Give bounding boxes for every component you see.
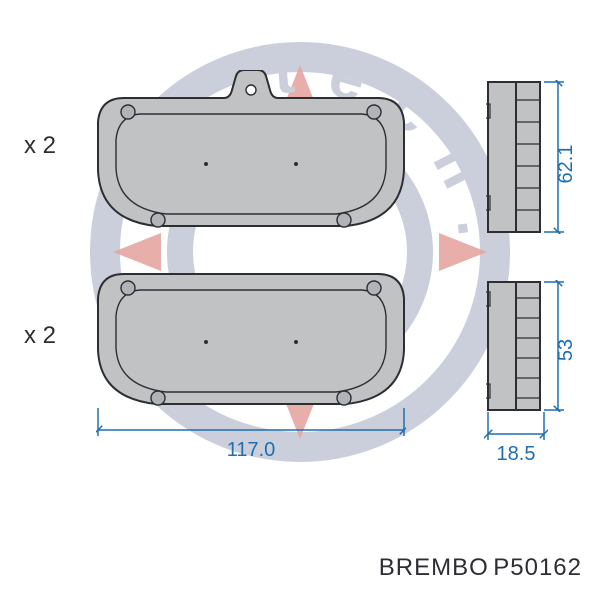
diagram-canvas: f r i . t e c h . x 2 x 2 bbox=[0, 0, 600, 600]
dimension-pad2-height-label: 53 bbox=[555, 339, 577, 361]
side-view-2 bbox=[486, 280, 544, 412]
dimension-pad1-height: 62.1 bbox=[544, 80, 588, 234]
brake-pad-2 bbox=[96, 268, 406, 408]
quantity-pad2: x 2 bbox=[24, 322, 56, 350]
dimension-pad2-height: 53 bbox=[544, 280, 588, 412]
dimension-thickness: 18.5 bbox=[484, 412, 548, 472]
dimension-pad-width-label: 117.0 bbox=[227, 439, 276, 461]
brake-pad-1 bbox=[96, 70, 406, 230]
brand-label: BREMBO bbox=[379, 554, 489, 581]
part-number-label: P50162 bbox=[493, 554, 582, 581]
dimension-pad1-height-label: 62.1 bbox=[555, 145, 577, 184]
dimension-pad-width: 117.0 bbox=[96, 408, 406, 468]
product-caption: BREMBO P50162 bbox=[379, 554, 582, 582]
dimension-thickness-label: 18.5 bbox=[497, 443, 536, 465]
quantity-pad1: x 2 bbox=[24, 132, 56, 160]
side-view-1 bbox=[486, 80, 544, 234]
